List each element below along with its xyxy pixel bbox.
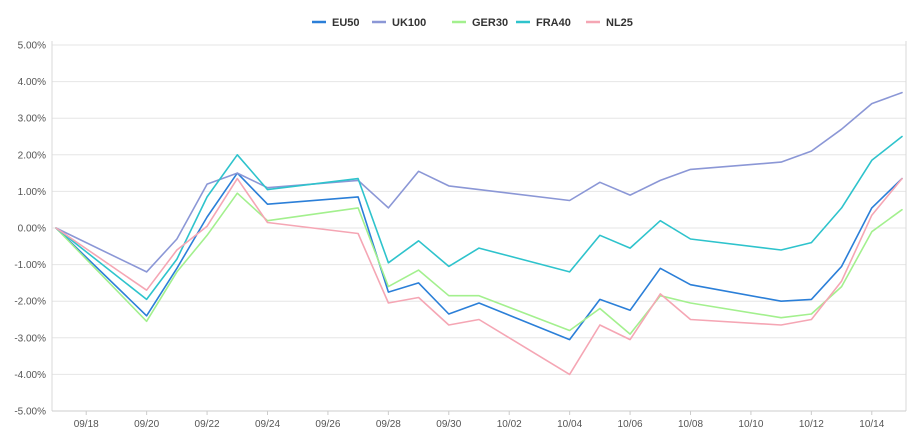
legend-label: NL25 bbox=[606, 17, 633, 29]
legend-label: GER30 bbox=[472, 17, 508, 29]
x-tick-label: 10/10 bbox=[738, 419, 763, 430]
x-tick-label: 10/02 bbox=[497, 419, 522, 430]
x-tick-label: 09/22 bbox=[195, 419, 220, 430]
x-tick-label: 10/08 bbox=[678, 419, 703, 430]
x-tick-label: 09/20 bbox=[134, 419, 159, 430]
y-tick-label: 2.00% bbox=[18, 150, 46, 161]
x-tick-label: 09/30 bbox=[436, 419, 461, 430]
series-line-fra40[interactable] bbox=[55, 135, 903, 301]
series-line-eu50[interactable] bbox=[55, 172, 903, 341]
grid-layer bbox=[52, 44, 906, 412]
legend-label: FRA40 bbox=[536, 17, 571, 29]
x-tick-label: 10/14 bbox=[859, 419, 884, 430]
legend-label: EU50 bbox=[332, 17, 360, 29]
x-tick-label: 10/12 bbox=[799, 419, 824, 430]
y-tick-label: -5.00% bbox=[14, 407, 46, 418]
legend-item-ger30[interactable]: GER30 bbox=[452, 17, 508, 29]
series-line-uk100[interactable] bbox=[55, 91, 903, 273]
legend-item-eu50[interactable]: EU50 bbox=[312, 17, 360, 29]
y-tick-label: 1.00% bbox=[18, 187, 46, 198]
y-tick-label: -4.00% bbox=[14, 370, 46, 381]
series-line-ger30[interactable] bbox=[55, 192, 903, 335]
legend-item-fra40[interactable]: FRA40 bbox=[516, 17, 571, 29]
y-tick-label: -2.00% bbox=[14, 297, 46, 308]
x-tick-label: 09/26 bbox=[315, 419, 340, 430]
legend-label: UK100 bbox=[392, 17, 426, 29]
x-tick-label: 09/24 bbox=[255, 419, 280, 430]
series-layer bbox=[55, 91, 903, 376]
y-tick-label: 3.00% bbox=[18, 114, 46, 125]
legend-item-uk100[interactable]: UK100 bbox=[372, 17, 426, 29]
x-tick-label: 10/04 bbox=[557, 419, 582, 430]
legend-item-nl25[interactable]: NL25 bbox=[586, 17, 633, 29]
y-tick-label: 4.00% bbox=[18, 77, 46, 88]
series-line-nl25[interactable] bbox=[55, 177, 903, 376]
y-tick-label: 5.00% bbox=[18, 41, 46, 52]
x-tick-label: 10/06 bbox=[618, 419, 643, 430]
y-tick-label: -3.00% bbox=[14, 333, 46, 344]
y-tick-label: 0.00% bbox=[18, 224, 46, 235]
legend[interactable]: EU50 UK100 GER30 FRA40 NL25 bbox=[312, 17, 633, 29]
x-tick-label: 09/18 bbox=[74, 419, 99, 430]
x-tick-label: 09/28 bbox=[376, 419, 401, 430]
axis-layer: 5.00% 4.00% 3.00% 2.00% 1.00% 0.00% -1.00% -2.0… bbox=[14, 41, 907, 430]
y-tick-label: -1.00% bbox=[14, 260, 46, 271]
